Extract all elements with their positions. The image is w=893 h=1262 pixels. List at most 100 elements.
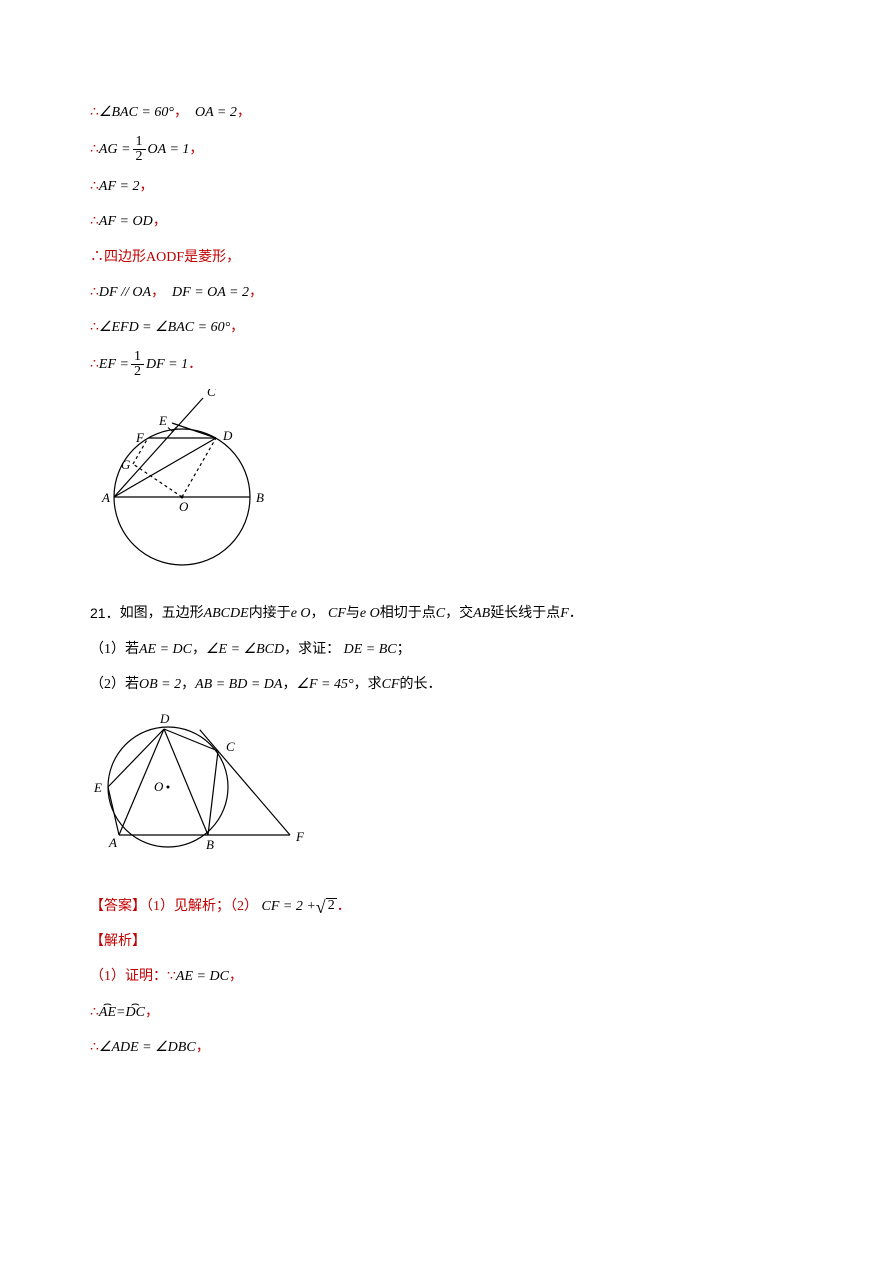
therefore-symbol: ∴	[90, 209, 99, 234]
text: 相切于点	[380, 601, 436, 626]
math-expr: OA = 2	[195, 100, 237, 125]
proof-line: ∴ AE = DC ，	[90, 1000, 803, 1025]
text: ，交	[445, 601, 473, 626]
text: ；	[397, 637, 411, 662]
svg-text:B: B	[256, 490, 264, 505]
math-expr: ∠E = ∠BCD	[206, 637, 284, 662]
proof-line: （1）证明： ∵ AE = DC ，	[90, 964, 803, 989]
math-expr: AODF	[146, 245, 184, 270]
text: ∴四边形	[90, 245, 146, 270]
step-line: ∴ AF = OD ，	[90, 209, 803, 234]
text: ．	[569, 601, 583, 626]
therefore-symbol: ∴	[90, 1000, 99, 1025]
text: 如图，五边形	[120, 601, 204, 626]
svg-text:C: C	[226, 739, 235, 754]
comma: ，	[151, 280, 165, 305]
svg-text:E: E	[93, 780, 102, 795]
therefore-symbol: ∴	[90, 280, 99, 305]
math-expr: AB	[473, 601, 490, 626]
math-expr: OA = 1	[148, 137, 190, 162]
math-expr: CF	[382, 672, 400, 697]
arc-AE: AE	[99, 1000, 116, 1025]
sub-question-2: （2）若 OB = 2 ， AB = BD = DA ， ∠F = 45° ，求…	[90, 672, 803, 697]
question-21: 21． 如图，五边形 ABCDE 内接于 e O ， CF 与 e O 相切于点…	[90, 601, 803, 626]
svg-text:E: E	[158, 413, 167, 428]
text: ，	[181, 672, 195, 697]
fraction-num: 1	[133, 135, 146, 150]
math-expr: DF = OA = 2	[172, 280, 249, 305]
text: ，	[282, 672, 296, 697]
question-number: 21．	[90, 601, 120, 626]
math-expr: CF	[328, 601, 346, 626]
math-expr: ABCDE	[204, 601, 249, 626]
sqrt-symbol: √	[316, 898, 326, 916]
therefore-symbol: ∴	[90, 137, 99, 162]
comma: ，	[230, 315, 244, 340]
text: ，求证：	[284, 637, 340, 662]
analysis-label: 【解析】	[90, 929, 803, 954]
comma: ，	[145, 1000, 159, 1025]
step-line: ∴四边形 AODF 是菱形，	[90, 245, 803, 270]
fraction-num: 1	[131, 350, 144, 365]
figure-1: ABODGFEC	[90, 389, 803, 583]
text: ，求	[354, 672, 382, 697]
text: 延长线于点	[490, 601, 560, 626]
period: ．	[337, 894, 351, 919]
math-expr: C	[436, 601, 445, 626]
math-expr: OB = 2	[139, 672, 181, 697]
math-expr: AG =	[99, 137, 131, 162]
comma: ，	[153, 209, 167, 234]
text: 是菱形，	[184, 245, 240, 270]
math-expr: F	[560, 601, 569, 626]
math-expr: EF =	[99, 352, 129, 377]
step-line: ∴ AG = 1 2 OA = 1 ，	[90, 135, 803, 164]
math-expr: AE = DC	[139, 637, 192, 662]
svg-text:F: F	[295, 829, 305, 844]
math-expr: CF = 2 +	[262, 894, 316, 919]
text: ，	[311, 601, 325, 626]
step-line: ∴ AF = 2 ，	[90, 174, 803, 199]
math-expr: ∠BAC = 60°	[99, 100, 174, 125]
step-line: ∴ ∠BAC = 60° ， OA = 2 ，	[90, 100, 803, 125]
therefore-symbol: ∴	[90, 352, 99, 377]
therefore-symbol: ∴	[90, 315, 99, 340]
fraction-den: 2	[133, 150, 146, 164]
comma: ，	[139, 174, 153, 199]
therefore-symbol: ∴	[90, 100, 99, 125]
fraction: 1 2	[133, 135, 146, 164]
math-expr: e O	[360, 601, 380, 626]
fraction-den: 2	[131, 365, 144, 379]
therefore-symbol: ∴	[90, 1035, 99, 1060]
text: （2）若	[90, 672, 139, 697]
text: 与	[346, 601, 360, 626]
math-expr: ∠EFD = ∠BAC = 60°	[99, 315, 230, 340]
fraction: 1 2	[131, 350, 144, 379]
because-symbol: ∵	[167, 964, 176, 989]
arc-DC: DC	[125, 1000, 144, 1025]
proof-line: ∴ ∠ADE = ∠DBC ，	[90, 1035, 803, 1060]
comma: ，	[249, 280, 263, 305]
step-line: ∴ EF = 1 2 DF = 1 ．	[90, 350, 803, 379]
svg-text:D: D	[222, 428, 233, 443]
math-expr: AE = DC	[176, 964, 229, 989]
geometry-diagram-1: ABODGFEC	[90, 389, 275, 574]
text: （1）证明：	[90, 964, 167, 989]
comma: ，	[237, 100, 251, 125]
sub-question-1: （1）若 AE = DC ， ∠E = ∠BCD ，求证： DE = BC ；	[90, 637, 803, 662]
step-line: ∴ DF // OA ， DF = OA = 2 ，	[90, 280, 803, 305]
sqrt-radicand: 2	[326, 898, 337, 913]
math-expr: AF = OD	[99, 209, 153, 234]
math-expr: ∠ADE = ∠DBC	[99, 1035, 196, 1060]
comma: ，	[189, 137, 203, 162]
comma: ，	[196, 1035, 210, 1060]
svg-text:F: F	[135, 430, 145, 445]
math-expr: e O	[291, 601, 311, 626]
figure-2: ABFDCEO	[90, 707, 803, 876]
svg-text:C: C	[207, 389, 216, 399]
math-expr: ∠F = 45°	[296, 672, 353, 697]
svg-text:G: G	[121, 457, 131, 472]
answer-line: 【答案】（1）见解析；（2） CF = 2 + √ 2 ．	[90, 894, 803, 919]
text: （1）若	[90, 637, 139, 662]
period: ．	[188, 352, 202, 377]
text: 内接于	[249, 601, 291, 626]
